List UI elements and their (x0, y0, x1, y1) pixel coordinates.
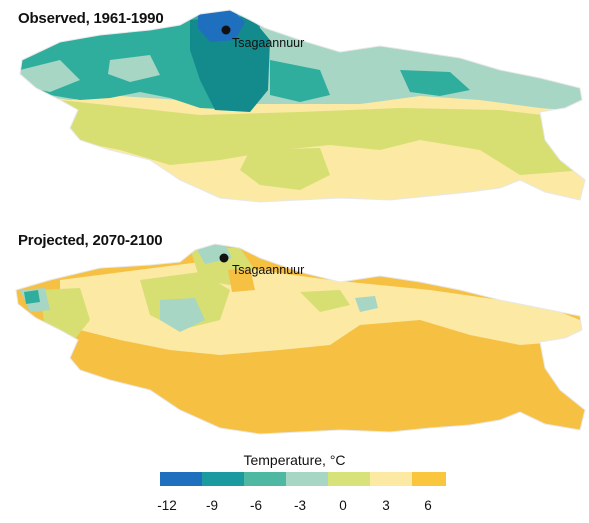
legend-swatch-2 (202, 472, 244, 486)
legend-swatch-5 (328, 472, 370, 486)
legend-bar (160, 472, 446, 486)
city-marker-projected (219, 253, 229, 263)
legend-tick: -3 (293, 498, 307, 513)
region-teal-center (270, 60, 330, 102)
legend-tick: -12 (157, 498, 177, 513)
observed-city-label: Tsagaannuur (232, 36, 305, 50)
observed-map-outline (19, 9, 586, 203)
projected-map-title: Projected, 2070-2100 (18, 232, 163, 249)
legend-tick: -6 (249, 498, 263, 513)
legend-tick: 6 (424, 498, 432, 513)
city-marker-observed (221, 25, 231, 35)
region-green-yellow-4 (300, 290, 350, 312)
region-mint-west2 (108, 55, 160, 82)
observed-map-title: Observed, 1961-1990 (18, 10, 164, 27)
region-mint-west (20, 60, 80, 92)
legend-tick: -9 (205, 498, 219, 513)
legend-swatch-6 (370, 472, 412, 486)
region-teal-east (400, 70, 470, 96)
projected-city-label: Tsagaannuur (232, 263, 305, 277)
region-mint-2 (160, 298, 205, 332)
observed-map (20, 10, 585, 202)
region-mint-3 (355, 296, 378, 312)
legend-swatch-4 (286, 472, 328, 486)
legend-title: Temperature, °C (243, 452, 346, 468)
region-green-yellow (60, 100, 585, 175)
legend-tick: 3 (382, 498, 390, 513)
legend-swatch-3 (244, 472, 286, 486)
region-orange-city (228, 268, 255, 292)
projected-map-outline (15, 243, 586, 435)
region-green-yellow-south (240, 148, 330, 190)
legend-swatch-7 (412, 472, 446, 486)
region-teal-small (24, 290, 40, 304)
legend-swatch-1 (160, 472, 202, 486)
region-blue (198, 10, 245, 42)
legend-tick: 0 (339, 498, 347, 513)
